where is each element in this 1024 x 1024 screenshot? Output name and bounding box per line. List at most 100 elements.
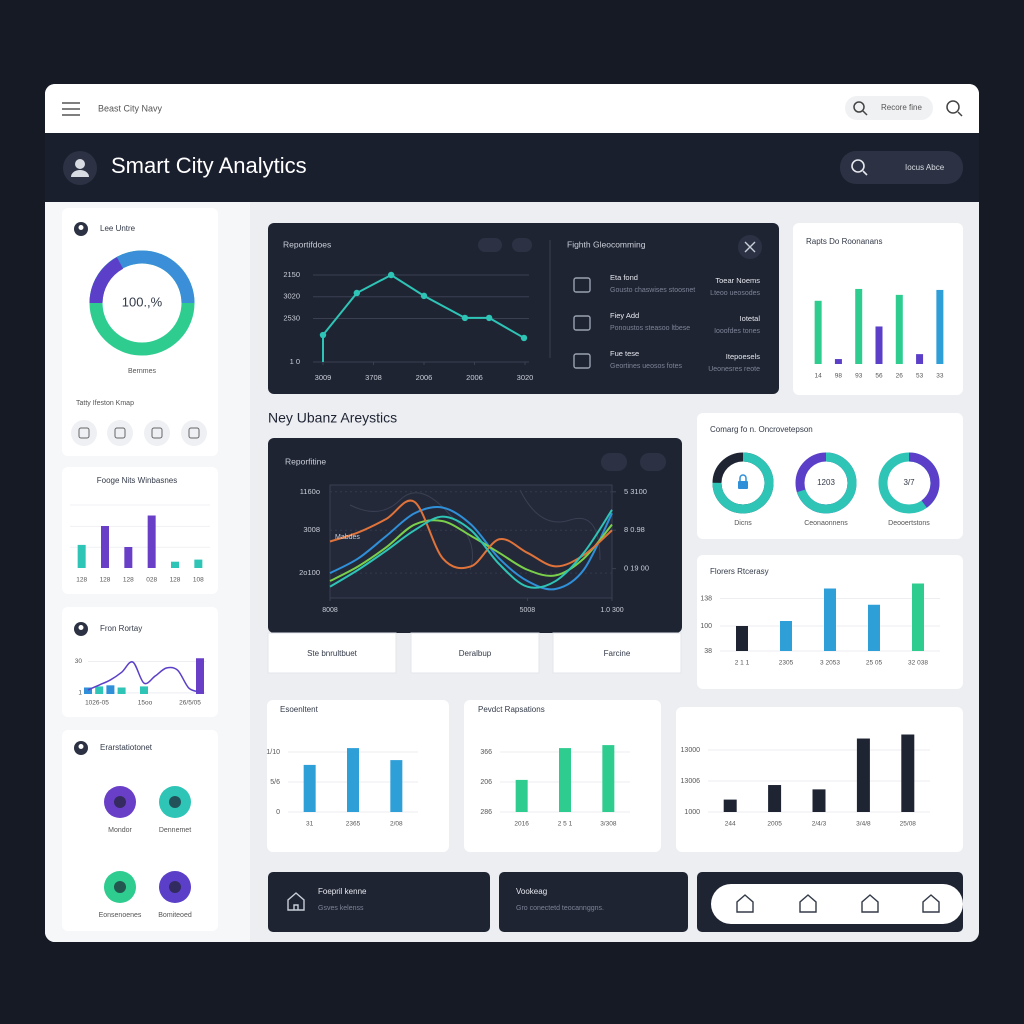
bar — [834, 359, 842, 364]
y-tick-label: 366 — [480, 749, 492, 756]
bar — [347, 748, 359, 812]
tab[interactable] — [267, 632, 397, 674]
card — [62, 467, 218, 594]
icon-button[interactable] — [181, 420, 207, 446]
x-tick-label: 98 — [835, 373, 843, 380]
x-tick-label: 3020 — [517, 373, 534, 382]
row-name: Fiey Add — [610, 311, 639, 320]
dark-card[interactable] — [268, 872, 490, 932]
chart-button[interactable] — [601, 453, 627, 471]
icon-glyph — [78, 427, 90, 439]
bar — [855, 288, 863, 364]
x-tick-label: 3/308 — [600, 821, 617, 828]
bar — [824, 588, 836, 651]
row-note: Lteoo ueosodes — [710, 290, 760, 297]
x-tick-label: 128 — [76, 577, 87, 584]
x-tick-label: 2005 — [767, 821, 782, 828]
x-tick-label: 5008 — [520, 607, 536, 614]
nav-icon[interactable] — [799, 894, 817, 913]
donut-caption: Ceonaonnens — [804, 520, 848, 527]
bar — [916, 354, 924, 364]
bar — [101, 526, 109, 568]
bar — [936, 289, 944, 364]
bar — [812, 789, 826, 812]
y-tick-label: 206 — [480, 779, 492, 786]
tab[interactable] — [552, 632, 682, 674]
section-title: Fighth Gleocomming — [567, 239, 646, 249]
nav-icon[interactable] — [922, 894, 940, 913]
y-tick-label: 1 0 — [290, 357, 300, 366]
row-detail: Gousto chaswises stoosnet — [610, 287, 695, 294]
card-title: Erarstatiotonet — [100, 743, 153, 752]
dark-card[interactable] — [499, 872, 688, 932]
bar — [814, 300, 822, 364]
x-tick-label: 25 05 — [866, 660, 883, 667]
nav-icon[interactable] — [861, 894, 879, 913]
x-tick-label: 26 — [896, 373, 904, 380]
y-tick-label: 13000 — [681, 747, 701, 754]
bar — [559, 748, 571, 812]
section-title: Ney Ubanz Areystics — [268, 410, 397, 426]
bar — [515, 779, 528, 812]
bar — [856, 738, 870, 812]
y-tick-label: 3008 — [303, 525, 320, 534]
menu-icon[interactable] — [62, 102, 80, 116]
x-tick-label: 028 — [146, 577, 157, 584]
chart-button[interactable] — [512, 238, 532, 252]
bar — [912, 583, 924, 651]
y-tick-label: 1160o — [300, 487, 320, 496]
header-search[interactable] — [840, 151, 963, 184]
page-title: Smart City Analytics — [111, 153, 307, 178]
home-icon — [287, 892, 305, 911]
topbar — [45, 84, 979, 133]
x-tick-label: 2016 — [514, 821, 529, 828]
chart-button[interactable] — [640, 453, 666, 471]
x-tick-label: 53 — [916, 373, 924, 380]
icon-button[interactable] — [144, 420, 170, 446]
bar — [723, 799, 737, 812]
bar — [194, 559, 203, 568]
line — [329, 499, 613, 570]
map-outline — [349, 489, 601, 571]
point — [461, 314, 469, 322]
card — [793, 223, 963, 395]
bar — [901, 734, 915, 812]
y-tick-label: 38 — [704, 648, 712, 655]
bar — [875, 326, 883, 364]
bar — [780, 621, 792, 651]
line — [329, 509, 613, 589]
row-icon — [573, 277, 591, 293]
tab[interactable] — [410, 632, 540, 674]
donut-slice — [878, 452, 940, 514]
donut-caption: Deooertstons — [888, 520, 930, 527]
row-detail: Geortines ueosos fotes — [610, 363, 682, 370]
line — [329, 506, 613, 591]
chart-title: Florers Rtcerasy — [710, 567, 769, 576]
chart-title: Pevdct Rapsations — [478, 705, 545, 714]
bar — [147, 515, 156, 568]
donut-slice — [795, 452, 857, 514]
zone-label: Bomiteoed — [158, 912, 192, 919]
bar — [303, 764, 316, 812]
icon-glyph — [114, 427, 126, 439]
chart-title: Reportifdoes — [283, 239, 331, 249]
donut-center: 1203 — [817, 478, 835, 487]
icon-button[interactable] — [107, 420, 133, 446]
tab-label: Deralbup — [459, 649, 492, 658]
x-tick-label: 128 — [170, 577, 181, 584]
card-title: Fron Rortay — [100, 624, 142, 633]
bar — [117, 687, 126, 694]
nav-icon[interactable] — [736, 894, 754, 913]
row-status: Iotetal — [740, 314, 761, 323]
x-tick-label: 2/4/3 — [812, 821, 827, 828]
bar — [196, 658, 204, 694]
point — [420, 292, 428, 300]
x-tick-label: 14 — [815, 373, 823, 380]
icon-button[interactable] — [71, 420, 97, 446]
chart-button[interactable] — [478, 238, 502, 252]
x-tick-label: 2006 — [466, 373, 483, 382]
bar — [84, 687, 92, 694]
point — [319, 331, 327, 339]
title-icon-head — [78, 625, 84, 630]
x-tick-label: 3708 — [365, 373, 382, 382]
